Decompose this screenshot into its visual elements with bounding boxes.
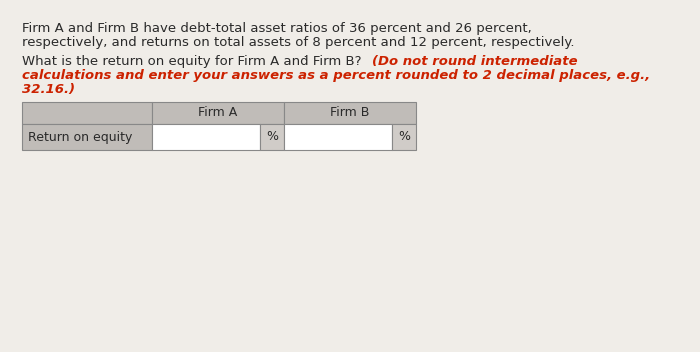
Text: Firm A and Firm B have debt-total asset ratios of 36 percent and 26 percent,: Firm A and Firm B have debt-total asset … [22, 22, 532, 35]
Text: What is the return on equity for Firm A anḋ Firm B?: What is the return on equity for Firm A … [22, 55, 365, 68]
Bar [284, 102, 416, 124]
Bar [152, 102, 284, 124]
Text: %: % [266, 131, 278, 144]
Text: Return on equity: Return on equity [28, 131, 132, 144]
Bar [22, 102, 152, 124]
Text: calculations and enter your answers as a percent rounded to 2 decimal places, e.: calculations and enter your answers as a… [22, 69, 650, 82]
Text: %: % [398, 131, 410, 144]
Bar [392, 124, 416, 150]
Bar [260, 124, 284, 150]
Bar [284, 124, 392, 150]
Text: Firm A: Firm A [198, 107, 237, 119]
Bar [152, 124, 260, 150]
Text: (Do not round intermediate: (Do not round intermediate [372, 55, 578, 68]
Text: 32.16.): 32.16.) [22, 83, 75, 96]
Text: respectively, and returns on total assets of 8 percent and 12 percent, respectiv: respectively, and returns on total asset… [22, 36, 575, 49]
Bar [22, 124, 152, 150]
Text: Firm B: Firm B [330, 107, 370, 119]
